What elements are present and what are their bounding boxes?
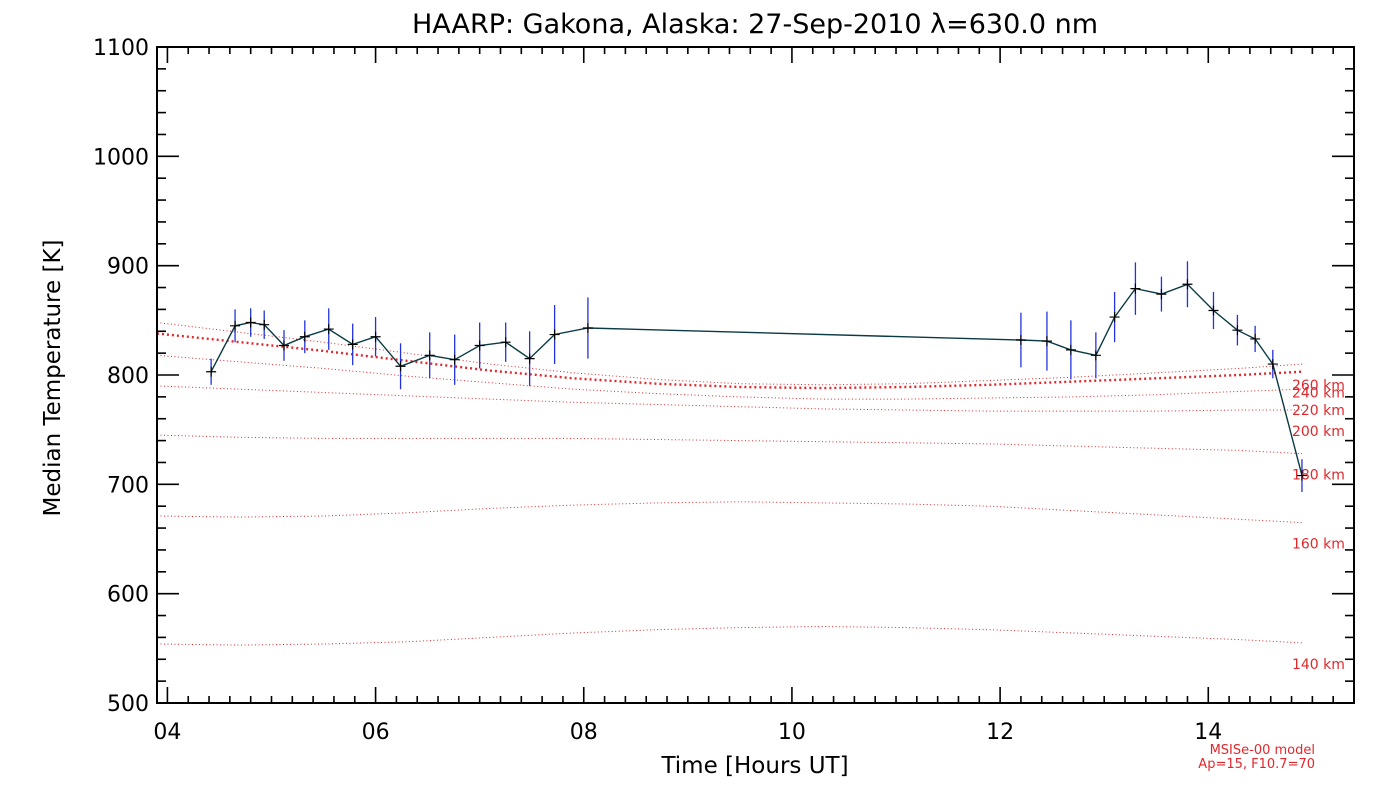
model-label-240-km: 240 km	[1292, 386, 1345, 402]
data-point	[424, 350, 435, 361]
data-point	[1090, 350, 1101, 361]
model-label-260-km: 260 km	[1292, 378, 1345, 394]
x-tick-label: 12	[986, 720, 1014, 745]
data-point	[524, 353, 535, 364]
x-tick-label: 06	[362, 720, 390, 745]
data-point	[347, 339, 358, 350]
y-tick-label: 800	[107, 364, 149, 389]
data-point	[1109, 312, 1120, 323]
data-point	[500, 337, 511, 348]
measured-series	[206, 261, 1307, 492]
x-tick-label: 04	[153, 720, 181, 745]
series-line	[210, 283, 1303, 476]
data-point	[395, 361, 406, 372]
model-curve-160-km	[156, 501, 1303, 524]
model-curve-140-km	[156, 625, 1303, 646]
data-point	[370, 331, 381, 342]
data-point	[206, 366, 217, 377]
model-label-180-km: 180 km	[1292, 468, 1345, 484]
plot-frame	[156, 46, 1355, 704]
data-point	[549, 329, 560, 340]
data-point	[278, 340, 289, 351]
y-tick-label: 900	[107, 255, 149, 280]
y-tick-label: 700	[107, 473, 149, 498]
data-point	[1041, 336, 1052, 347]
data-point	[1250, 333, 1261, 344]
data-point	[582, 322, 593, 333]
model-curve-200-km	[156, 385, 1302, 412]
data-point	[1130, 283, 1141, 294]
x-tick-label: 10	[778, 720, 806, 745]
data-point	[323, 324, 334, 335]
data-point	[1015, 335, 1026, 346]
data-point	[245, 317, 256, 328]
data-point	[230, 320, 241, 331]
data-point	[259, 319, 270, 330]
y-tick-label: 600	[107, 583, 149, 608]
axis-ticks: 04 06 08 10 12 14 500 600 700 800 900 1000 1100	[93, 36, 1355, 745]
x-tick-label: 08	[570, 720, 598, 745]
x-tick-label: 14	[1194, 720, 1222, 745]
data-point	[449, 354, 460, 365]
y-tick-label: 1000	[93, 145, 149, 170]
y-tick-label: 500	[107, 692, 149, 717]
model-label-160-km: 160 km	[1292, 537, 1345, 553]
data-point	[299, 331, 310, 342]
model-label-140-km: 140 km	[1292, 657, 1345, 673]
data-point	[1182, 279, 1193, 290]
data-point	[1232, 325, 1243, 336]
data-point	[1156, 289, 1167, 300]
model-curve-220-km	[156, 354, 1303, 400]
x-axis-label: Time [Hours UT]	[660, 753, 848, 779]
model-label-200-km: 200 km	[1292, 424, 1345, 440]
y-axis-label: Median Temperature [K]	[40, 240, 66, 517]
data-point	[1065, 344, 1076, 355]
model-note-line-1: MSISe-00 model	[1210, 743, 1315, 758]
model-curve-240-km	[156, 332, 1303, 390]
model-note-line-2: Ap=15, F10.7=70	[1198, 757, 1315, 772]
model-label-220-km: 220 km	[1292, 403, 1345, 419]
data-point	[474, 340, 485, 351]
chart-title: HAARP: Gakona, Alaska: 27-Sep-2010 λ=630…	[412, 9, 1098, 40]
y-tick-label: 1100	[93, 36, 149, 61]
model-curve-180-km	[156, 434, 1303, 455]
data-point	[1208, 305, 1219, 316]
data-point	[1296, 470, 1307, 481]
data-point	[1267, 359, 1278, 370]
